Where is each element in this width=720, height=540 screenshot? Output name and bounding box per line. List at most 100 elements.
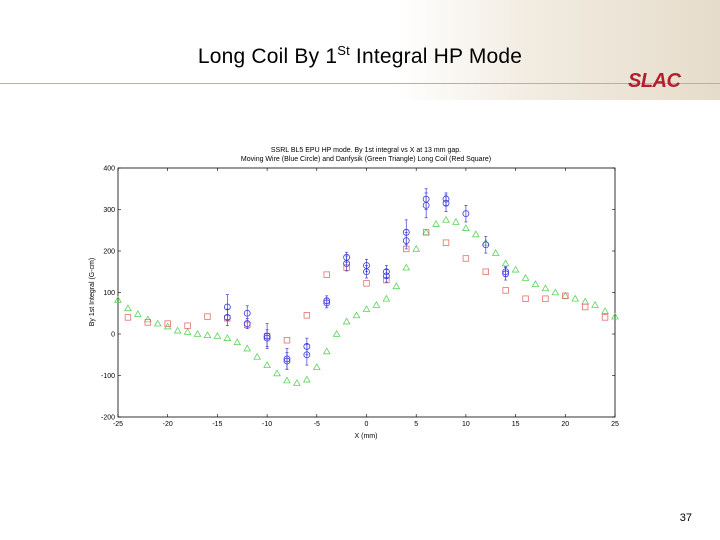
danfysik-point [302, 375, 311, 383]
moving-wire-point [502, 268, 510, 276]
danfysik-point [193, 329, 202, 337]
y-tick-label: -200 [101, 415, 115, 422]
header-divider [0, 83, 720, 84]
danfysik-point [511, 265, 520, 273]
danfysik-point [153, 319, 162, 327]
danfysik-point [551, 288, 560, 296]
danfysik-point [253, 352, 262, 360]
x-tick-label: -5 [314, 421, 320, 428]
danfysik-point [471, 230, 480, 238]
x-tick-label: -10 [262, 421, 272, 428]
chart-subtitle: Moving Wire (Blue Circle) and Danfysik (… [241, 156, 491, 163]
danfysik-point [293, 378, 301, 386]
danfysik-point [263, 361, 271, 368]
y-tick-label: 300 [103, 207, 115, 214]
long-coil-point [442, 239, 450, 246]
x-tick-label: 5 [414, 421, 418, 428]
moving-wire-point [363, 262, 370, 269]
danfysik-point [283, 376, 291, 384]
moving-wire-point [482, 241, 490, 249]
moving-wire-point [223, 303, 231, 311]
danfysik-point [322, 347, 331, 355]
long-coil-point [144, 319, 152, 326]
slide-title-superscript: St [337, 43, 350, 58]
danfysik-point [372, 300, 381, 308]
plot-frame [117, 167, 616, 418]
moving-wire-point [442, 195, 450, 203]
danfysik-point [312, 363, 321, 371]
danfysik-point [611, 312, 619, 320]
y-tick-label: -100 [101, 373, 115, 380]
y-tick-label: 400 [103, 166, 115, 173]
long-coil-point [204, 313, 211, 320]
y-tick-label: 100 [103, 290, 115, 297]
x-tick-label: 15 [512, 421, 520, 428]
danfysik-point [243, 344, 252, 352]
long-coil-point [542, 295, 549, 302]
x-tick-label: 0 [365, 421, 369, 428]
data-marks [114, 188, 619, 386]
page-number: 37 [679, 512, 692, 524]
x-tick-label: 25 [611, 421, 619, 428]
danfysik-point [143, 315, 152, 323]
moving-wire-point [462, 210, 470, 218]
long-coil-point [562, 292, 569, 300]
moving-wire-point [402, 228, 410, 236]
x-tick-label: -15 [212, 421, 222, 428]
danfysik-point [392, 282, 401, 290]
long-coil-point [462, 255, 470, 262]
danfysik-point [521, 273, 530, 281]
danfysik-point [203, 331, 212, 339]
long-coil-point [184, 322, 191, 329]
y-tick-label: 0 [111, 332, 115, 339]
danfysik-point [133, 310, 142, 317]
slide-title: Long Coil By 1St Integral HP Mode [0, 43, 720, 69]
x-tick-label: 10 [462, 421, 470, 428]
long-coil-point [502, 287, 509, 294]
danfysik-point [491, 249, 500, 256]
danfysik-point [382, 294, 391, 302]
danfysik-point [233, 338, 242, 346]
moving-wire-point [243, 309, 251, 317]
danfysik-point [183, 327, 192, 335]
danfysik-point [342, 317, 351, 325]
long-coil-point [522, 295, 529, 302]
long-coil-point [323, 271, 330, 278]
slide-title-rest: Integral HP Mode [349, 45, 523, 68]
danfysik-point [362, 305, 371, 312]
danfysik-point [114, 295, 122, 303]
x-tick-label: -25 [113, 421, 123, 428]
danfysik-point [223, 334, 232, 341]
long-coil-point [124, 314, 132, 321]
danfysik-point [452, 217, 460, 225]
danfysik-point [402, 263, 411, 271]
long-coil-point [422, 229, 430, 236]
long-coil-point [581, 303, 589, 311]
danfysik-point [173, 326, 182, 334]
danfysik-point [591, 300, 600, 308]
danfysik-point [571, 294, 580, 302]
axis-ticks: -25 -20 -15 -10 -5 0 5 10 15 20 25 -200 -100 0 100 200 3… [101, 166, 619, 429]
moving-wire-point [263, 332, 271, 340]
danfysik-point [531, 280, 540, 288]
moving-wire-point [283, 357, 291, 365]
danfysik-point [462, 224, 470, 231]
y-axis-label: By 1st Integral (G-cm) [89, 258, 96, 326]
danfysik-point [273, 369, 281, 377]
slac-logo: SLAC [628, 70, 681, 92]
long-coil-point [601, 314, 609, 321]
moving-wire-point [303, 343, 311, 350]
danfysik-point [442, 215, 450, 223]
moving-wire-point [422, 195, 430, 203]
danfysik-point [352, 311, 361, 319]
moving-wire-point [343, 253, 351, 261]
danfysik-point [412, 244, 421, 252]
x-axis-label: X (mm) [355, 433, 378, 440]
x-tick-label: 20 [561, 421, 569, 428]
y-tick-label: 200 [103, 249, 115, 256]
danfysik-point [501, 259, 510, 267]
long-coil-point [363, 280, 370, 287]
long-coil-point [482, 268, 489, 275]
danfysik-point [601, 307, 609, 314]
